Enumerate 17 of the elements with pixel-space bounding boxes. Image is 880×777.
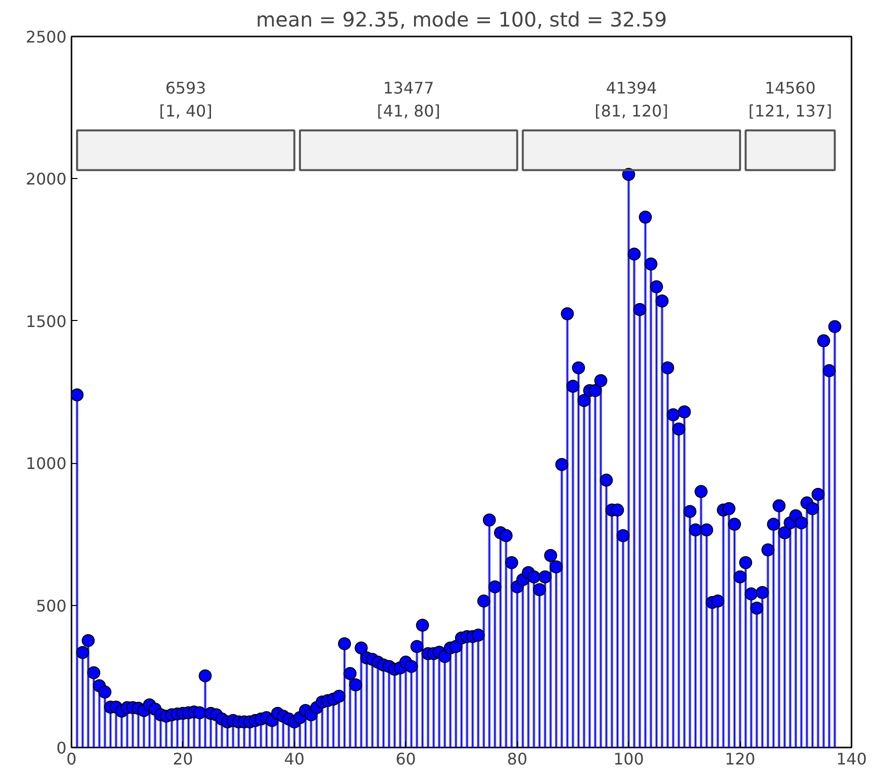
y-tick-label: 2000 <box>26 170 66 189</box>
x-tick-label: 80 <box>507 750 528 768</box>
x-tick-label: 40 <box>284 750 305 768</box>
x-tick-label: 20 <box>172 750 194 768</box>
x-tick-label: 60 <box>396 750 416 768</box>
band-label: 6593 [1, 40] <box>159 78 212 120</box>
band-label: 41394 [81, 120] <box>594 78 668 120</box>
chart-title: mean = 92.35, mode = 100, std = 32.59 <box>256 8 667 32</box>
y-tick-label: 1500 <box>26 312 66 331</box>
x-tick-label: 120 <box>724 750 756 768</box>
y-tick-label: 2500 <box>26 28 66 46</box>
y-tick-label: 500 <box>36 596 67 616</box>
y-tick-label: 1000 <box>26 454 66 474</box>
x-tick-label: 140 <box>836 750 867 768</box>
x-tick-label: 100 <box>613 750 644 768</box>
band-label: 14560 [121, 137] <box>748 78 832 120</box>
band-label: 13477 [41, 80] <box>376 78 440 120</box>
